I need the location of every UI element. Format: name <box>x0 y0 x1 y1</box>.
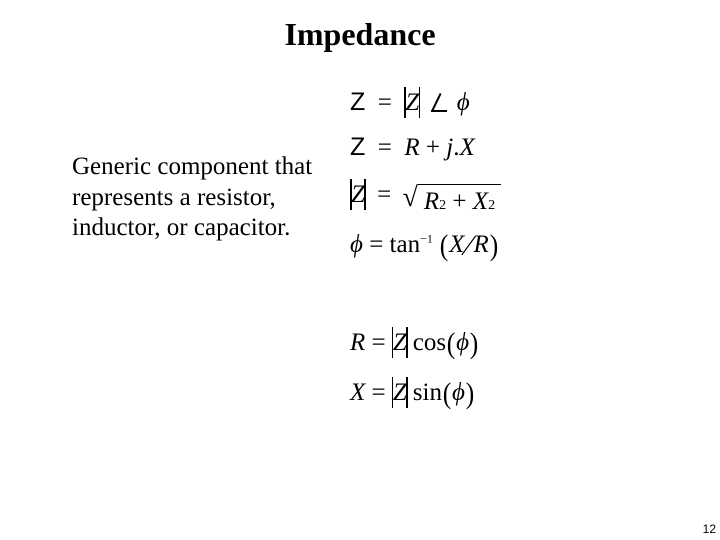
angle-icon <box>429 94 449 112</box>
equation-angle: ϕ = tan−1 (X⁄R) <box>350 228 690 258</box>
slide-title: Impedance <box>0 16 720 53</box>
equation-real-part: R = Z cos(ϕ) <box>350 326 690 356</box>
page-number: 12 <box>703 522 716 536</box>
equation-magnitude: Z = √ R2 + X2 <box>350 180 690 208</box>
equations-column: Z = Z ϕ Z = R + j.X Z = √ R2 + X2 ϕ = ta… <box>350 90 690 406</box>
description-text: Generic component that represents a resi… <box>72 152 322 244</box>
equation-polar: Z = Z ϕ <box>350 90 690 115</box>
sqrt-icon: √ R2 + X2 <box>403 184 502 212</box>
equation-rectangular: Z = R + j.X <box>350 135 690 160</box>
equation-imag-part: X = Z sin(ϕ) <box>350 376 690 406</box>
